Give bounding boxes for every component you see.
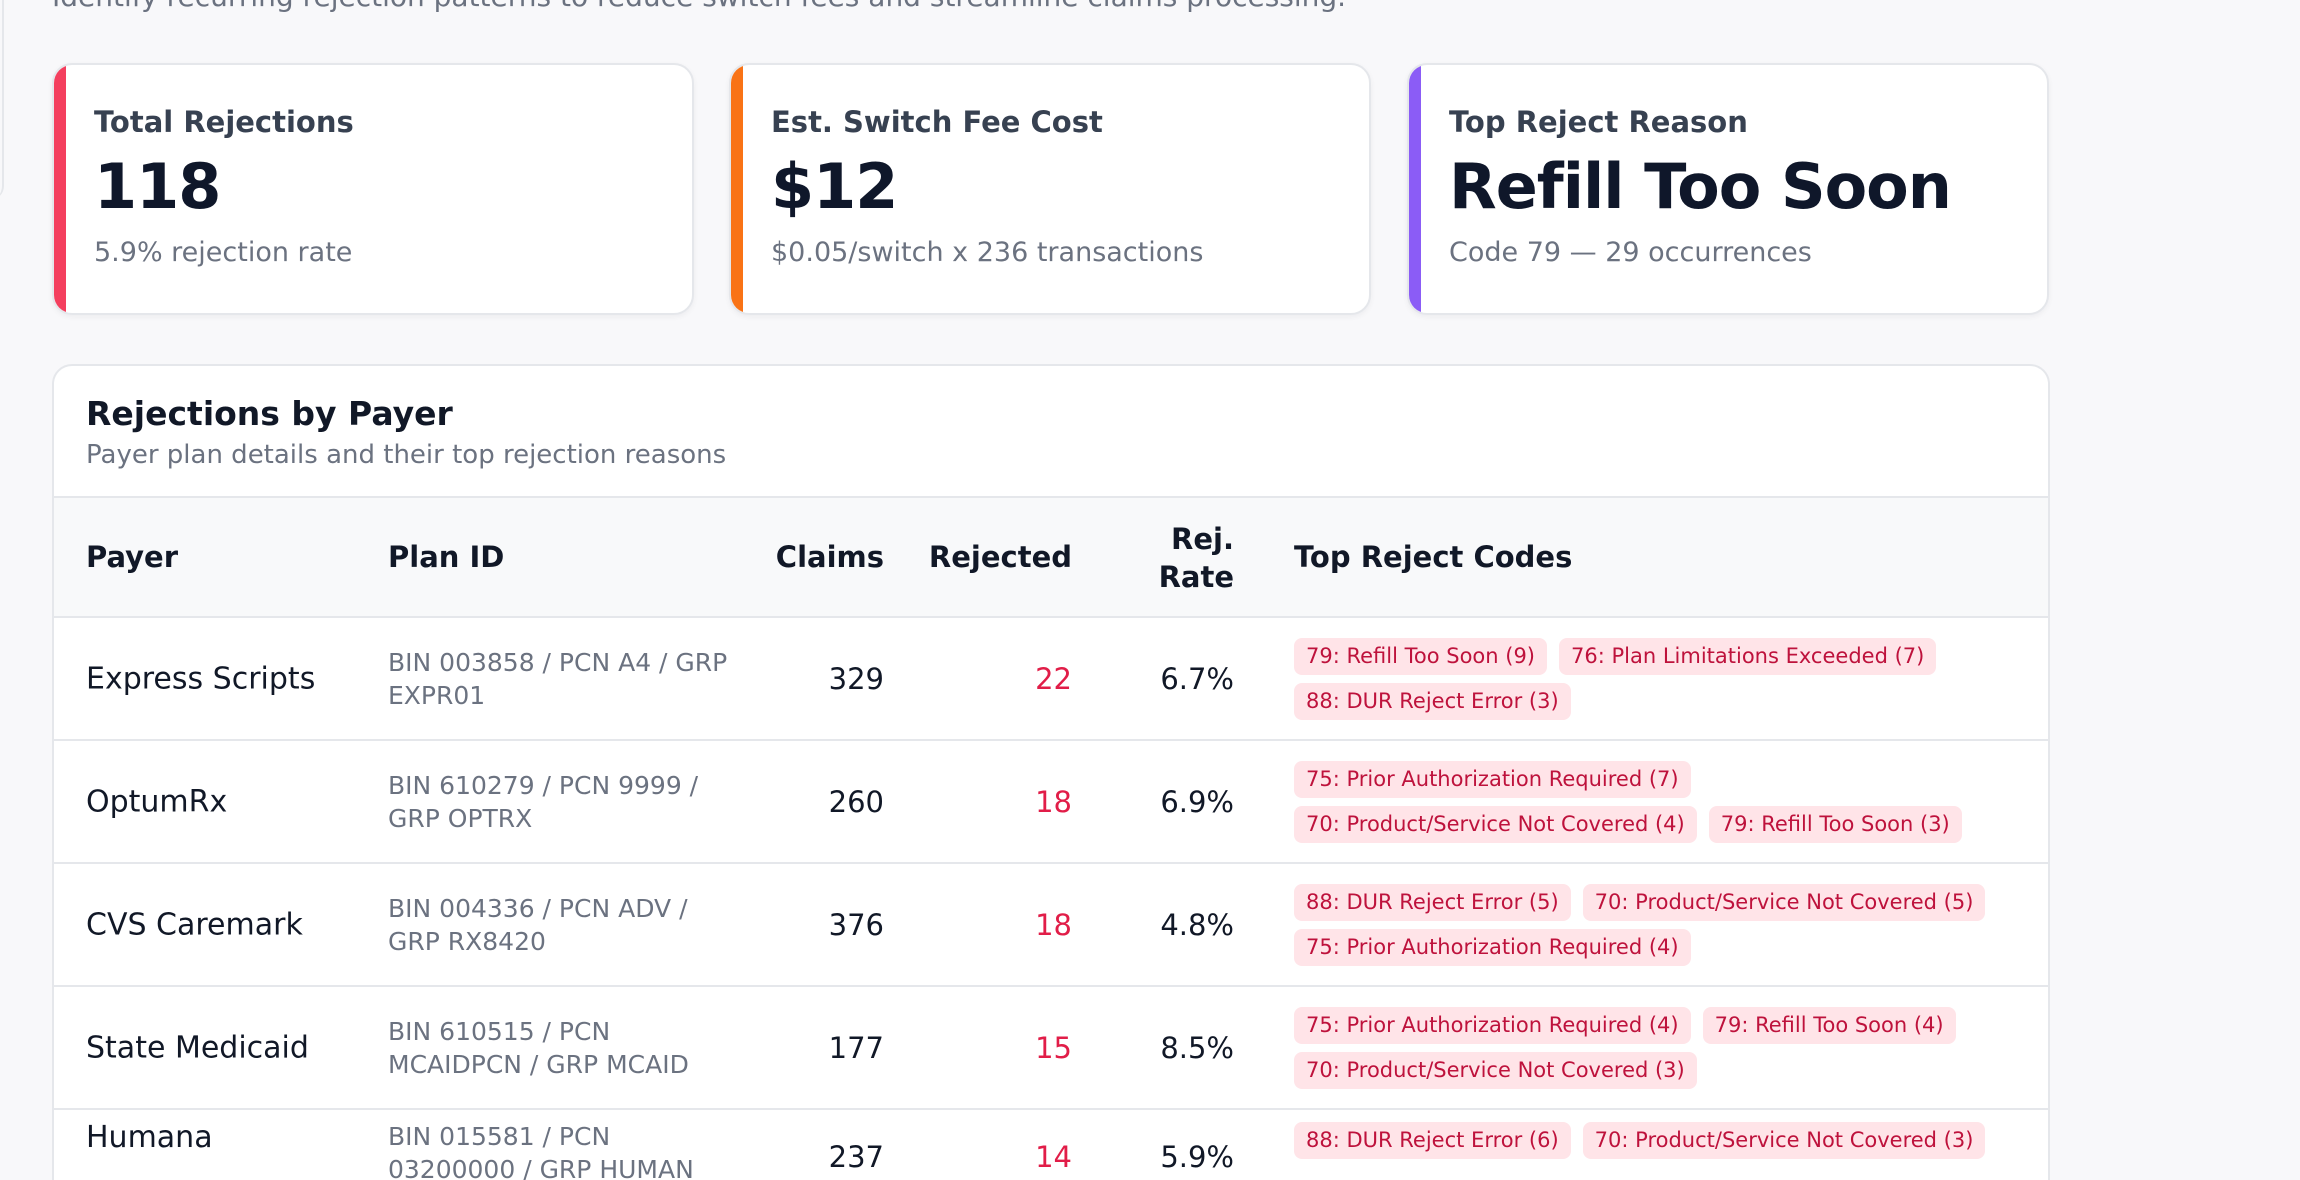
page-subtitle: Identify recurring rejection patterns to… <box>52 0 1346 13</box>
reject-codes: 88: DUR Reject Error (6) 70: Product/Ser… <box>1294 1122 2014 1159</box>
plan-id: BIN 610515 / PCN MCAIDPCN / GRP MCAID <box>388 1016 689 1079</box>
reject-code-badge: 70: Product/Service Not Covered (4) <box>1294 805 1697 843</box>
reject-code-badge: 79: Refill Too Soon (9) <box>1294 637 1548 675</box>
table-row[interactable]: Express Scripts BIN 003858 / PCN A4 / GR… <box>54 618 2048 741</box>
header-rej-rate[interactable]: Rej. Rate <box>1159 520 1234 596</box>
header-top-reject-codes[interactable]: Top Reject Codes <box>1294 540 1573 574</box>
plan-id: BIN 004336 / PCN ADV / GRP RX8420 <box>388 893 688 956</box>
claims-count: 237 <box>828 1140 884 1174</box>
claims-count: 329 <box>828 661 884 696</box>
stat-card-switch-fee-cost: Est. Switch Fee Cost $12 $0.05/switch x … <box>729 63 1371 315</box>
stat-subtext: Code 79 — 29 occurrences <box>1449 237 1812 268</box>
stat-card-top-reject-reason: Top Reject Reason Refill Too Soon Code 7… <box>1407 63 2049 315</box>
reject-code-badge: 88: DUR Reject Error (3) <box>1294 682 1571 720</box>
table-row[interactable]: State Medicaid BIN 610515 / PCN MCAIDPCN… <box>54 987 2048 1110</box>
stat-accent-bar <box>1409 65 1421 313</box>
stat-label: Total Rejections <box>94 105 354 139</box>
table-title: Rejections by Payer <box>86 394 453 433</box>
reject-code-badge: 79: Refill Too Soon (3) <box>1708 805 1962 843</box>
rejections-by-payer-card: Rejections by Payer Payer plan details a… <box>52 364 2050 1180</box>
stat-value: Refill Too Soon <box>1449 150 1952 223</box>
stat-label: Top Reject Reason <box>1449 105 1748 139</box>
header-rejected[interactable]: Rejected <box>928 540 1072 574</box>
rejection-rate: 6.9% <box>1160 784 1234 819</box>
rejection-rate: 4.8% <box>1160 907 1234 942</box>
reject-code-badge: 70: Product/Service Not Covered (5) <box>1582 883 1986 921</box>
payer-name: Humana <box>86 1120 213 1155</box>
reject-code-badge: 76: Plan Limitations Exceeded (7) <box>1559 637 1937 675</box>
header-claims[interactable]: Claims <box>775 540 884 574</box>
reject-code-badge: 70: Product/Service Not Covered (3) <box>1294 1051 1697 1089</box>
reject-codes: 79: Refill Too Soon (9) 76: Plan Limitat… <box>1294 637 2014 720</box>
table-row[interactable]: Humana BIN 015581 / PCN 03200000 / GRP H… <box>54 1110 2048 1180</box>
reject-codes: 75: Prior Authorization Required (4) 79:… <box>1294 1006 2014 1089</box>
stat-card-total-rejections: Total Rejections 118 5.9% rejection rate <box>52 63 694 315</box>
header-plan-id[interactable]: Plan ID <box>388 540 505 574</box>
table-header-row: Payer Plan ID Claims Rejected Rej. Rate … <box>54 496 2048 618</box>
payer-name: State Medicaid <box>86 1030 309 1065</box>
rejection-rate: 5.9% <box>1160 1140 1234 1174</box>
reject-code-badge: 75: Prior Authorization Required (7) <box>1294 760 1691 798</box>
plan-id: BIN 003858 / PCN A4 / GRP EXPR01 <box>388 647 728 710</box>
stat-value: $12 <box>771 150 898 223</box>
reject-code-badge: 88: DUR Reject Error (6) <box>1294 1122 1571 1159</box>
table-row[interactable]: OptumRx BIN 610279 / PCN 9999 / GRP OPTR… <box>54 741 2048 864</box>
plan-id: BIN 610279 / PCN 9999 / GRP OPTRX <box>388 770 699 833</box>
payer-name: Express Scripts <box>86 661 316 696</box>
reject-codes: 75: Prior Authorization Required (7) 70:… <box>1294 760 2014 843</box>
rejection-rate: 6.7% <box>1160 661 1234 696</box>
table-subtitle: Payer plan details and their top rejecti… <box>86 440 727 470</box>
rejection-rate: 8.5% <box>1160 1030 1234 1065</box>
payer-name: OptumRx <box>86 784 228 819</box>
payer-name: CVS Caremark <box>86 907 303 942</box>
claims-count: 376 <box>828 907 884 942</box>
stat-label: Est. Switch Fee Cost <box>771 105 1103 139</box>
sidebar-edge <box>0 0 4 200</box>
reject-code-badge: 88: DUR Reject Error (5) <box>1294 883 1571 921</box>
stat-value: 118 <box>94 150 221 223</box>
stat-subtext: $0.05/switch x 236 transactions <box>771 237 1204 268</box>
reject-code-badge: 75: Prior Authorization Required (4) <box>1294 1006 1691 1044</box>
rejected-count: 15 <box>1035 1030 1072 1065</box>
stat-subtext: 5.9% rejection rate <box>94 237 353 268</box>
reject-codes: 88: DUR Reject Error (5) 70: Product/Ser… <box>1294 883 2014 966</box>
header-rej-rate-line1: Rej. <box>1171 522 1234 556</box>
plan-id: BIN 015581 / PCN 03200000 / GRP HUMAN <box>388 1122 694 1180</box>
stat-accent-bar <box>54 65 66 313</box>
stat-accent-bar <box>731 65 743 313</box>
reject-code-badge: 70: Product/Service Not Covered (3) <box>1582 1122 1986 1159</box>
rejected-count: 22 <box>1035 661 1072 696</box>
claims-count: 260 <box>828 784 884 819</box>
rejected-count: 18 <box>1035 784 1072 819</box>
header-payer[interactable]: Payer <box>86 540 179 574</box>
reject-code-badge: 79: Refill Too Soon (4) <box>1702 1006 1956 1044</box>
reject-code-badge: 75: Prior Authorization Required (4) <box>1294 928 1691 966</box>
rejected-count: 14 <box>1035 1140 1072 1174</box>
rejected-count: 18 <box>1035 907 1072 942</box>
table-row[interactable]: CVS Caremark BIN 004336 / PCN ADV / GRP … <box>54 864 2048 987</box>
claims-count: 177 <box>828 1030 884 1065</box>
header-rej-rate-line2: Rate <box>1158 560 1234 594</box>
